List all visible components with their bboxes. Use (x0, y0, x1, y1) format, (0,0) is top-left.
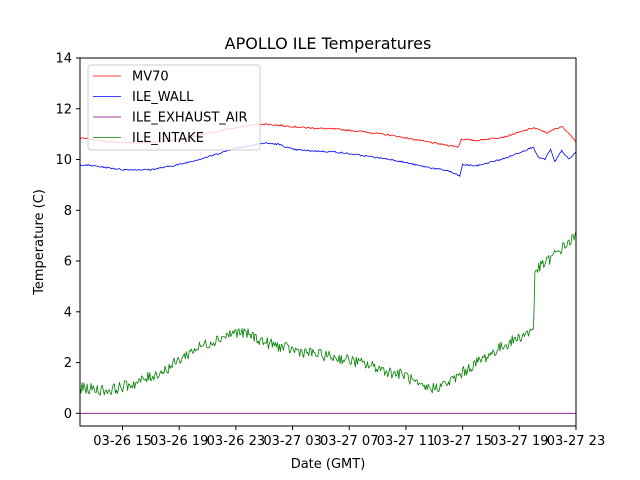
y-tick-label: 6 (64, 255, 72, 270)
y-tick-label: 12 (55, 102, 72, 117)
y-axis: 0 2 4 6 8 10 12 14 (55, 52, 80, 422)
x-tick-label: 03-27 19 (490, 434, 548, 449)
y-tick-label: 14 (55, 52, 72, 67)
y-tick-label: 8 (64, 204, 72, 219)
plot-frame (79, 57, 577, 427)
x-tick-label: 03-27 23 (547, 434, 605, 449)
x-tick-label: 03-27 11 (377, 434, 435, 449)
x-tick-label: 03-27 03 (263, 434, 321, 449)
x-tick-label: 03-26 19 (150, 434, 208, 449)
x-tick-label: 03-26 23 (207, 434, 265, 449)
legend-box (87, 64, 261, 151)
y-tick-label: 10 (55, 153, 72, 168)
chart-title: APOLLO ILE Temperatures (225, 34, 432, 53)
legend-label: ILE_WALL (132, 90, 194, 105)
y-tick-label: 4 (64, 305, 72, 320)
y-tick-label: 0 (64, 407, 72, 422)
series-line-ile-wall (80, 142, 576, 177)
x-axis-label: Date (GMT) (291, 457, 366, 472)
y-tick-label: 2 (64, 356, 72, 371)
legend-label: ILE_INTAKE (132, 131, 204, 146)
legend: MV70 ILE_WALL ILE_EXHAUST_AIR ILE_INTAKE (87, 64, 261, 151)
series-line-ile-intake (80, 230, 576, 396)
legend-label: MV70 (132, 70, 169, 85)
x-tick-label: 03-27 07 (320, 434, 378, 449)
y-axis-label: Temperature (C) (32, 189, 47, 296)
x-tick-label: 03-26 15 (93, 434, 151, 449)
x-tick-label: 03-27 15 (433, 434, 491, 449)
legend-label: ILE_EXHAUST_AIR (132, 111, 248, 126)
series-layer (80, 123, 576, 414)
